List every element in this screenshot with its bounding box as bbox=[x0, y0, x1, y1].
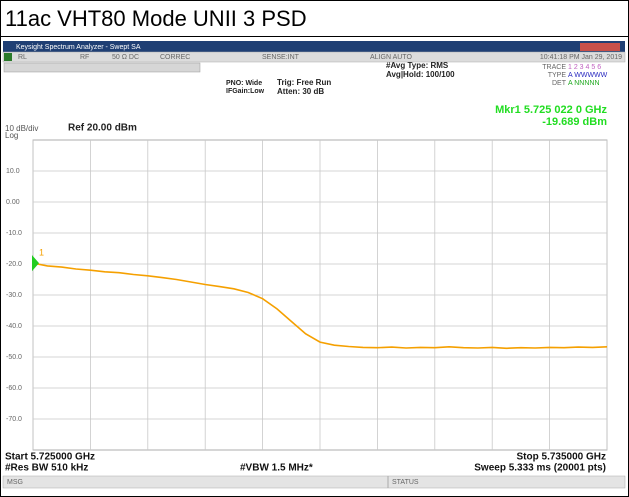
pno: PNO: Wide bbox=[226, 80, 262, 87]
toolbar-icon bbox=[4, 53, 12, 61]
marker-arrow bbox=[32, 255, 39, 272]
y-tick-label: 0.00 bbox=[6, 199, 20, 206]
status-bar bbox=[2, 475, 626, 489]
scale-log: Log bbox=[5, 131, 18, 140]
y-tick-label: -70.0 bbox=[6, 416, 22, 423]
trig: Trig: Free Run bbox=[277, 78, 331, 87]
vbw: #VBW 1.5 MHz* bbox=[240, 463, 313, 474]
window-titlebar bbox=[3, 41, 625, 52]
y-tick-label: -20.0 bbox=[6, 261, 22, 268]
toolbar-item: ALIGN AUTO bbox=[370, 54, 412, 61]
window-buttons[interactable] bbox=[580, 43, 620, 51]
marker-freq: Mkr1 5.725 022 0 GHz bbox=[495, 104, 607, 116]
type-label: TYPE bbox=[548, 72, 567, 79]
trace-label: TRACE bbox=[542, 64, 566, 71]
ifgain: IFGain:Low bbox=[226, 88, 265, 95]
det-value: A NNNNN bbox=[568, 80, 600, 87]
ref-level: Ref 20.00 dBm bbox=[68, 123, 137, 134]
y-tick-label: -30.0 bbox=[6, 292, 22, 299]
toolbar bbox=[2, 51, 626, 63]
plot: 10.0 0.00 -10.0 -20.0 -30.0 -40.0 -50.0 -60.0 -7… bbox=[6, 139, 608, 451]
toolbar-item: RL bbox=[18, 54, 27, 61]
y-tick-label: -40.0 bbox=[6, 323, 22, 330]
start-freq: Start 5.725000 GHz bbox=[5, 452, 95, 463]
scale-div: 10 dB/div bbox=[5, 124, 38, 133]
y-tick-label: -50.0 bbox=[6, 354, 22, 361]
stop-freq: Stop 5.735000 GHz bbox=[517, 452, 606, 463]
type-value: A WWWWW bbox=[568, 72, 608, 79]
toolbar-item: RF bbox=[80, 54, 89, 61]
y-tick-label: -10.0 bbox=[6, 230, 22, 237]
trace-numbers: 1 2 3 4 5 6 bbox=[568, 64, 601, 71]
toolbar-item: 10:41:18 PM Jan 29, 2019 bbox=[540, 54, 622, 61]
rbw: #Res BW 510 kHz bbox=[5, 463, 88, 474]
input-box[interactable] bbox=[3, 62, 201, 73]
toolbar-item: SENSE:INT bbox=[262, 54, 300, 61]
avg-type: #Avg Type: RMS bbox=[386, 61, 449, 70]
toolbar-item: 50 Ω DC bbox=[112, 54, 139, 61]
trace bbox=[32, 262, 608, 350]
marker-level: -19.689 dBm bbox=[542, 116, 607, 128]
window-title: Keysight Spectrum Analyzer - Swept SA bbox=[16, 44, 141, 51]
y-tick-label: -60.0 bbox=[6, 385, 22, 392]
marker-label: 1 bbox=[39, 247, 44, 257]
page-title: 11ac VHT80 Mode UNII 3 PSD bbox=[5, 6, 307, 31]
avg-hold: Avg|Hold: 100/100 bbox=[386, 70, 455, 79]
sweep: Sweep 5.333 ms (20001 pts) bbox=[474, 463, 606, 474]
toolbar-item: CORREC bbox=[160, 54, 190, 61]
msg: MSG bbox=[7, 479, 23, 486]
atten: Atten: 30 dB bbox=[277, 87, 324, 96]
status: STATUS bbox=[392, 479, 419, 486]
y-tick-label: 10.0 bbox=[6, 168, 20, 175]
det-label: DET bbox=[552, 80, 567, 87]
